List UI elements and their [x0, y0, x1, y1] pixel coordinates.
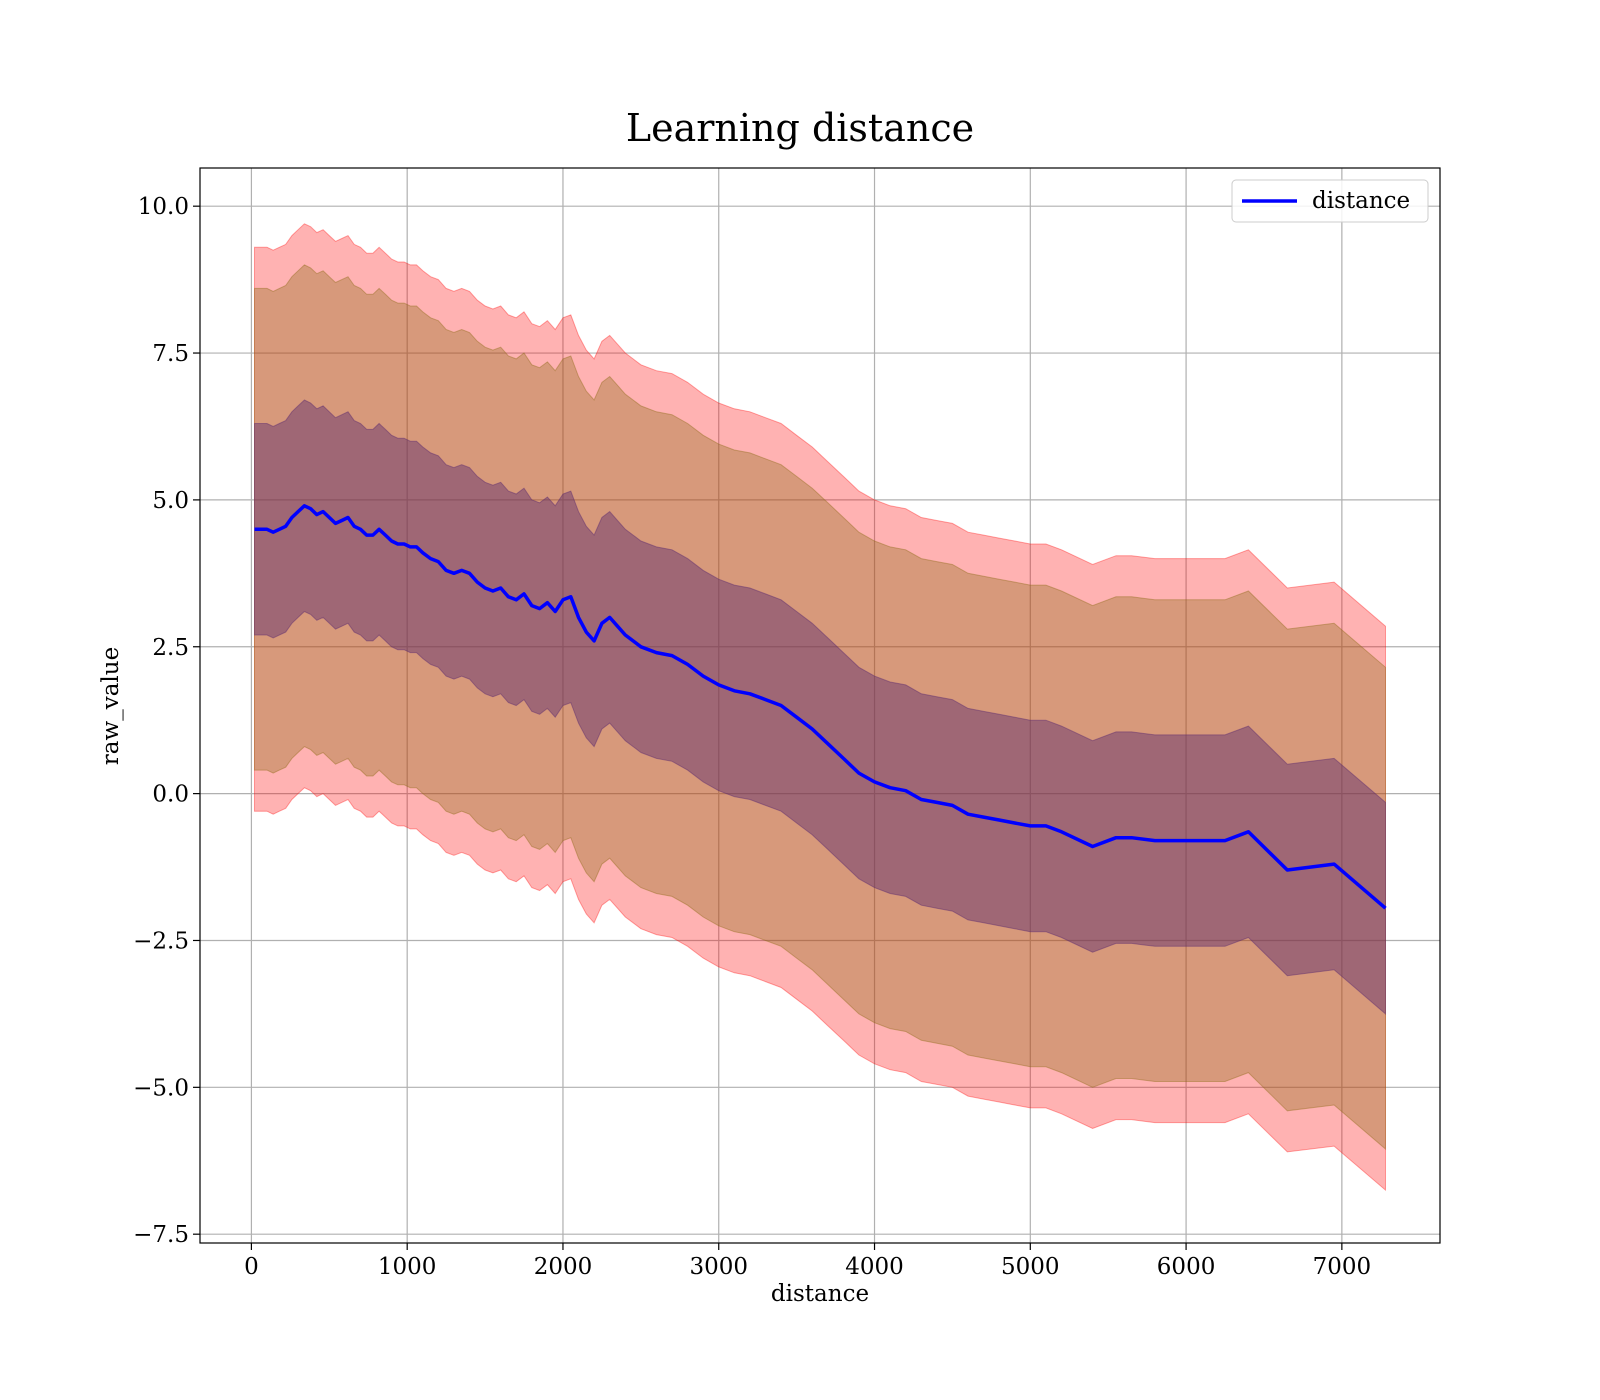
y-tick-label: −2.5 [133, 928, 189, 954]
y-tick-label: 0.0 [152, 782, 189, 808]
x-tick-label: 1000 [378, 1254, 437, 1280]
y-axis-label: raw_value [98, 647, 124, 765]
y-tick-label: −5.0 [133, 1075, 189, 1101]
x-axis-label: distance [771, 1281, 869, 1307]
legend-box [1231, 179, 1429, 223]
y-tick-label: 5.0 [152, 488, 189, 514]
middle-band [254, 264, 1386, 1151]
plot-frame [199, 167, 1441, 1244]
x-tick-label: 2000 [534, 1254, 593, 1280]
x-tick-label: 4000 [845, 1254, 904, 1280]
x-tick-label: 3000 [689, 1254, 748, 1280]
x-axis-ticks: 0 1000 2000 3000 4000 5000 6000 7000 [244, 1243, 1371, 1280]
x-tick-label: 0 [244, 1254, 259, 1280]
x-tick-label: 6000 [1157, 1254, 1216, 1280]
x-tick-label: 5000 [1001, 1254, 1060, 1280]
y-tick-label: −7.5 [133, 1222, 189, 1248]
series-line-distance [254, 504, 1387, 910]
y-axis-ticks: −7.5 −5.0 −2.5 0.0 2.5 5.0 7.5 10.0 [133, 194, 200, 1248]
line-layer [254, 504, 1387, 910]
x-tick-label: 7000 [1313, 1254, 1372, 1280]
legend: distance [1231, 179, 1429, 223]
grid-lines [200, 168, 1440, 1243]
y-tick-label: 10.0 [138, 194, 189, 220]
y-tick-label: 7.5 [152, 341, 189, 367]
band-layer [254, 223, 1386, 1192]
outer-band [254, 223, 1386, 1192]
legend-label-distance: distance [1312, 188, 1410, 214]
chart-title: Learning distance [626, 106, 974, 150]
y-tick-label: 2.5 [152, 635, 189, 661]
inner-band [254, 399, 1386, 1015]
